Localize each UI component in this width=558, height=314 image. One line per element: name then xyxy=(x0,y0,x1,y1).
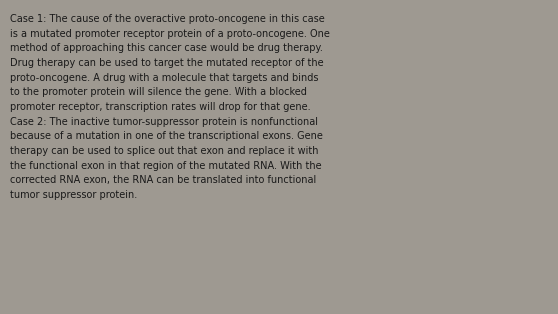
Text: Case 1: The cause of the overactive proto-oncogene in this case
is a mutated pro: Case 1: The cause of the overactive prot… xyxy=(10,14,330,200)
